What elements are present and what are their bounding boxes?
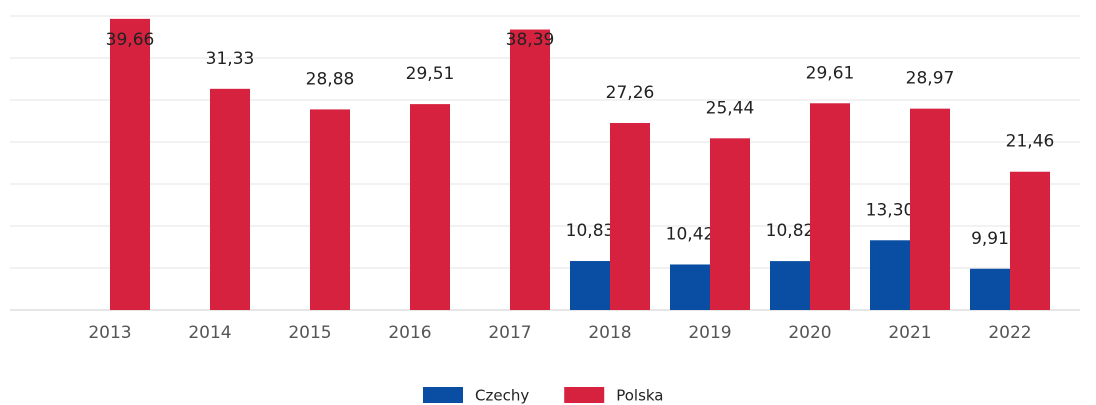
x-tick-label: 2018	[588, 323, 631, 343]
bar	[510, 29, 550, 311]
bar	[410, 104, 450, 310]
value-label: 28,97	[906, 69, 955, 89]
bar	[810, 103, 850, 310]
legend-label: Czechy	[475, 387, 529, 405]
value-label: 10,42	[666, 224, 715, 244]
bar	[970, 268, 1010, 310]
value-label: 21,46	[1006, 132, 1055, 152]
x-tick-label: 2020	[788, 323, 831, 343]
value-label: 9,91	[971, 229, 1009, 249]
bar	[710, 138, 750, 310]
bar	[1010, 171, 1050, 310]
value-label: 13,30	[866, 200, 915, 220]
x-tick-label: 2016	[388, 323, 431, 343]
value-label: 39,66	[106, 30, 155, 50]
value-label: 38,39	[506, 30, 555, 50]
value-label: 25,44	[706, 98, 755, 118]
x-tick-label: 2014	[188, 323, 231, 343]
x-tick-label: 2019	[688, 323, 731, 343]
value-label: 28,88	[306, 69, 355, 89]
bar	[310, 109, 350, 311]
x-tick-label: 2013	[88, 323, 131, 343]
legend-swatch	[423, 387, 463, 403]
bar	[210, 88, 250, 310]
x-tick-label: 2015	[288, 323, 331, 343]
bar	[570, 261, 610, 310]
x-tick-label: 2022	[988, 323, 1031, 343]
value-label: 29,61	[806, 63, 855, 83]
legend-swatch	[564, 387, 605, 403]
bar	[910, 108, 950, 310]
bar	[610, 123, 650, 311]
x-tick-label: 2021	[888, 323, 931, 343]
value-label: 29,51	[406, 64, 455, 84]
bar	[870, 240, 910, 310]
bar	[110, 18, 150, 311]
value-label: 31,33	[206, 49, 255, 69]
value-label: 10,83	[566, 221, 615, 241]
x-tick-label: 2017	[488, 323, 531, 343]
bar	[670, 264, 710, 310]
value-label: 10,82	[766, 221, 815, 241]
bar	[770, 261, 810, 310]
legend-label: Polska	[616, 387, 663, 405]
value-label: 27,26	[606, 83, 655, 103]
